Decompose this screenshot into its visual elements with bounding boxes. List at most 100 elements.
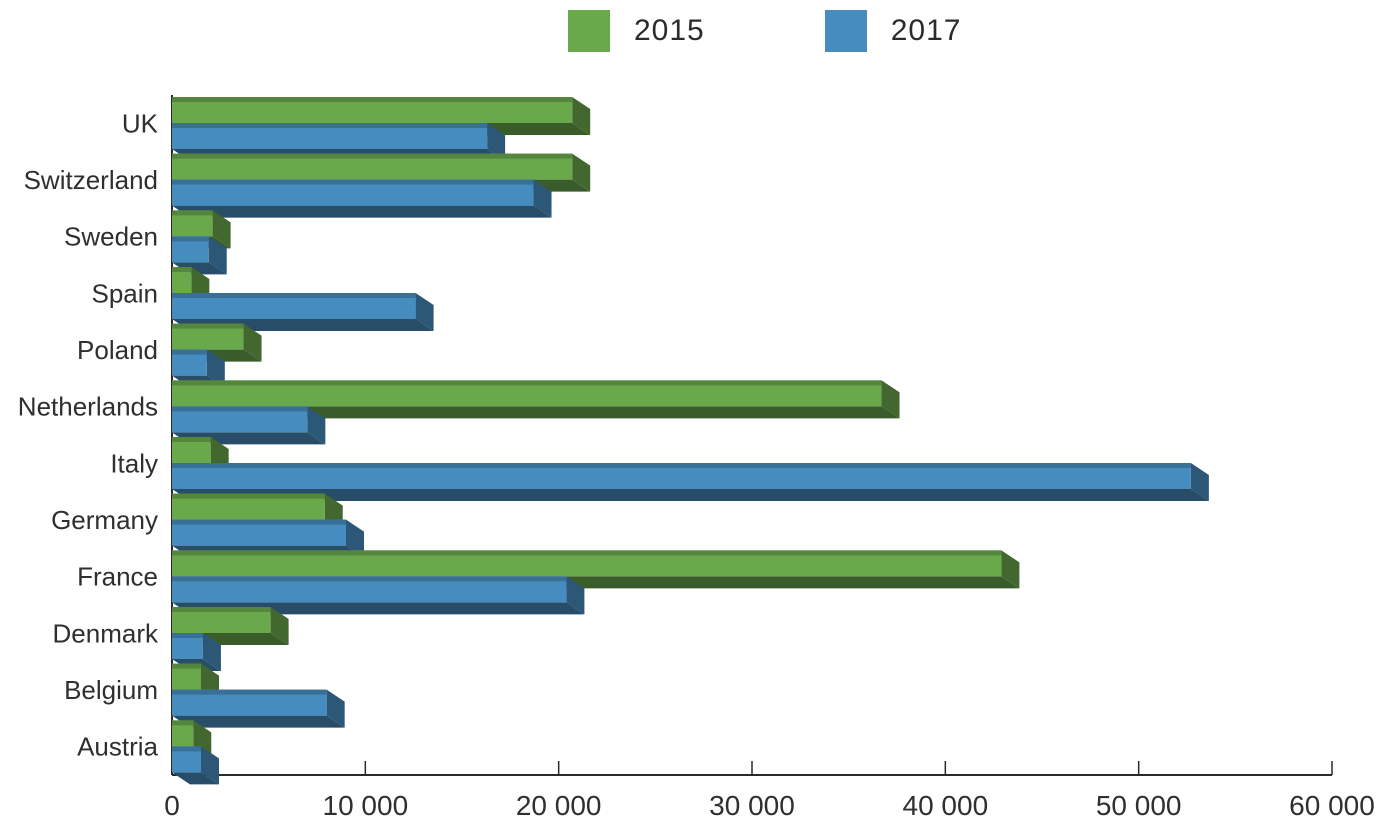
bar-face: [208, 236, 227, 275]
x-tick-label-4: 40 000: [903, 790, 989, 821]
x-tick-label-6: 60 000: [1289, 790, 1375, 821]
category-label-france: France: [77, 562, 158, 592]
bar-face: [172, 349, 207, 355]
bar-face: [172, 720, 194, 726]
bar-face: [212, 210, 231, 249]
bar-face: [172, 210, 213, 216]
x-tick-label-0: 0: [164, 790, 180, 821]
bar-face: [172, 267, 192, 293]
bar-face: [172, 519, 346, 525]
x-tick-label-2: 20 000: [516, 790, 602, 821]
bar-face: [172, 489, 1209, 501]
category-label-belgium: Belgium: [64, 675, 158, 705]
bar-belgium-2017: [172, 689, 345, 728]
bar-face: [172, 689, 327, 695]
bar-face: [172, 179, 534, 206]
category-label-switzerland: Switzerland: [24, 165, 158, 195]
bar-face: [172, 406, 900, 419]
bar-face: [206, 349, 225, 388]
bar-face: [172, 720, 194, 747]
bar-face: [172, 576, 567, 582]
category-label-poland: Poland: [77, 335, 158, 365]
bar-italy-2017: [172, 463, 1209, 501]
category-label-italy: Italy: [110, 448, 158, 478]
bar-face: [172, 153, 573, 159]
bar-face: [572, 153, 591, 192]
bar-face: [172, 123, 488, 149]
bar-face: [172, 772, 219, 785]
bar-face: [201, 746, 219, 785]
bar-face: [415, 293, 434, 331]
legend-label-2017: 2017: [890, 14, 962, 47]
category-label-spain: Spain: [92, 278, 159, 308]
bar-face: [1190, 463, 1209, 501]
category-label-sweden: Sweden: [64, 222, 158, 252]
bar-face: [172, 633, 203, 638]
bar-face: [172, 550, 1002, 556]
legend-item-2017: 2017: [824, 10, 962, 52]
bar-face: [172, 210, 213, 237]
bar-face: [172, 576, 567, 603]
bar-face: [172, 179, 534, 185]
legend-swatch-2015-icon: [568, 10, 610, 52]
bar-denmark-2017: [172, 633, 221, 671]
bar-face: [172, 293, 416, 298]
bar-face: [172, 267, 192, 272]
bar-face: [326, 689, 345, 728]
bar-face: [172, 663, 201, 690]
category-label-uk: UK: [122, 108, 159, 138]
bar-face: [172, 633, 203, 659]
legend: 2015 2017: [568, 10, 962, 52]
bar-face: [172, 323, 244, 350]
bar-face: [172, 463, 1191, 468]
bar-face: [566, 576, 585, 615]
bar-face: [172, 746, 201, 752]
bar-face: [172, 205, 552, 218]
category-label-austria: Austria: [77, 732, 158, 762]
bar-face: [1001, 550, 1020, 589]
bar-face: [172, 663, 201, 669]
bar-face: [172, 380, 882, 386]
bar-face: [172, 437, 211, 442]
bar-face: [172, 493, 325, 520]
bar-face: [172, 463, 1191, 489]
bar-face: [172, 153, 573, 180]
bar-face: [572, 97, 591, 135]
bar-face: [172, 493, 325, 499]
bar-face: [172, 323, 244, 329]
category-label-netherlands: Netherlands: [18, 392, 158, 422]
bar-face: [172, 349, 207, 376]
bar-face: [172, 607, 271, 612]
bar-face: [243, 323, 262, 362]
bar-face: [172, 97, 573, 102]
bar-face: [307, 406, 326, 445]
bar-face: [172, 293, 416, 319]
x-tick-label-1: 10 000: [323, 790, 409, 821]
bar-poland-2015: [172, 323, 262, 362]
bar-netherlands-2015: [172, 380, 900, 419]
bar-face: [172, 236, 209, 242]
bar-face: [172, 236, 209, 263]
bar-face: [172, 607, 271, 633]
bar-face: [172, 380, 882, 407]
bar-face: [270, 607, 289, 645]
bar-face: [487, 123, 506, 161]
legend-label-2015: 2015: [634, 14, 705, 47]
bar-face: [172, 123, 488, 128]
x-tick-label-3: 30 000: [709, 790, 795, 821]
bar-face: [172, 406, 308, 433]
x-tick-label-5: 50 000: [1096, 790, 1182, 821]
bar-face: [172, 715, 345, 728]
bar-face: [346, 519, 364, 558]
bar-face: [172, 97, 573, 123]
bar-face: [202, 633, 221, 671]
bar-face: [172, 519, 346, 546]
bar-face: [172, 689, 327, 716]
bar-face: [533, 179, 552, 218]
legend-item-2015: 2015: [568, 10, 705, 52]
bar-austria-2017: [172, 746, 219, 785]
category-label-denmark: Denmark: [53, 618, 159, 648]
legend-swatch-2017-icon: [824, 10, 867, 52]
bar-face: [881, 380, 900, 419]
